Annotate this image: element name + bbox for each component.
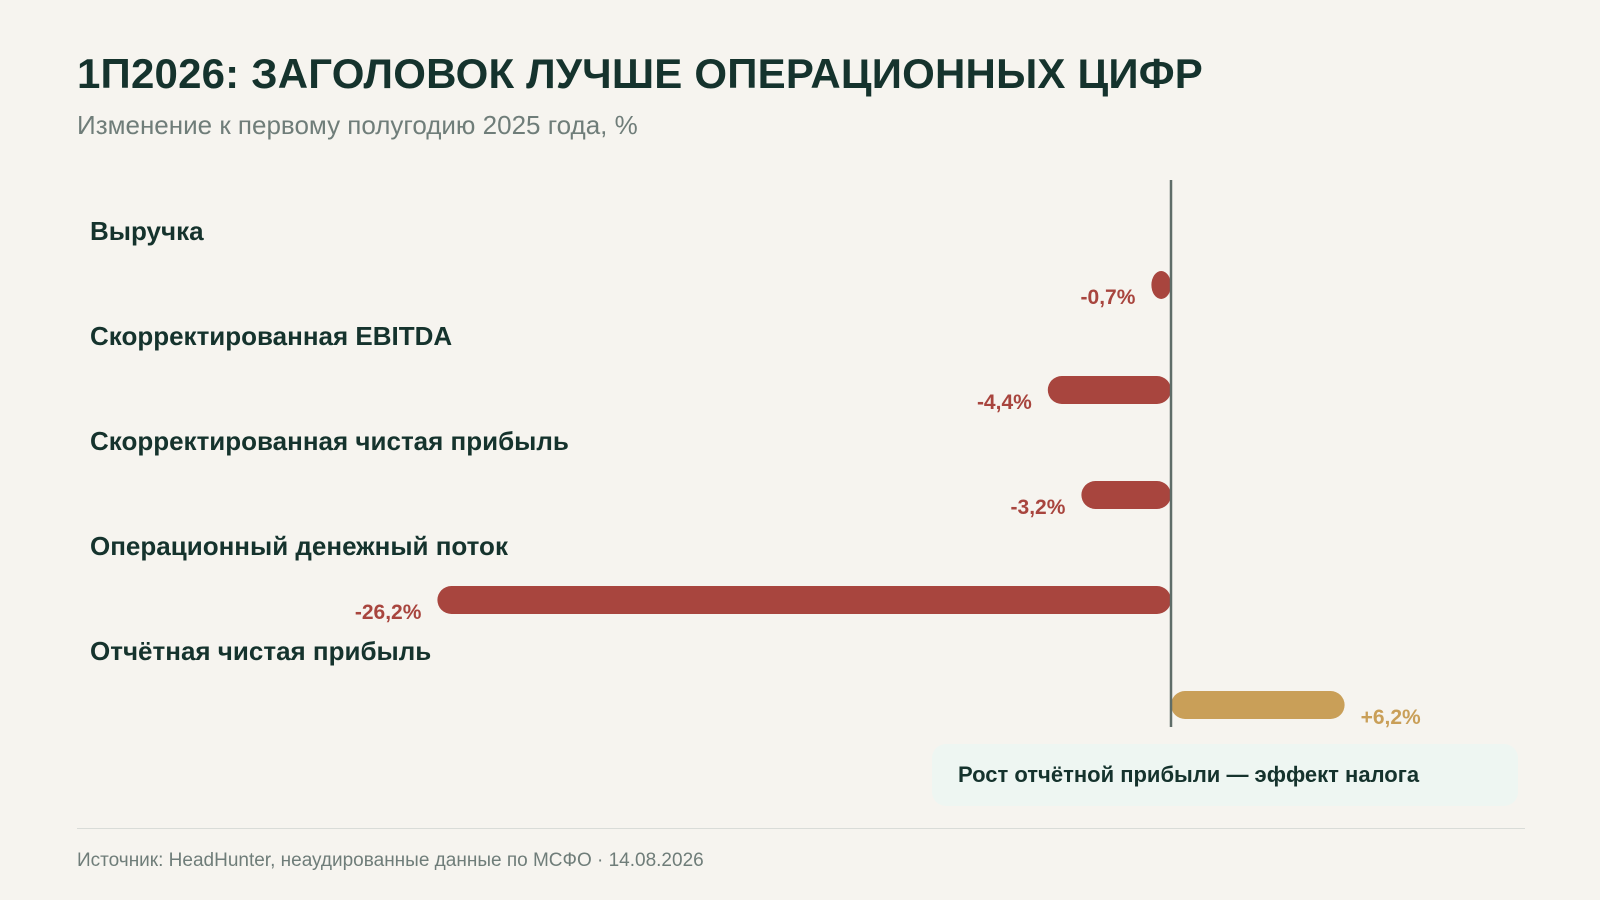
bar (1171, 691, 1345, 719)
source-note: Источник: HeadHunter, неаудированные дан… (77, 850, 704, 871)
page-title: 1П2026: ЗАГОЛОВОК ЛУЧШЕ ОПЕРАЦИОННЫХ ЦИФ… (77, 50, 1203, 97)
annotation-callout: Рост отчётной прибыли — эффект налога (932, 744, 1518, 806)
category-label: Операционный денежный поток (90, 531, 509, 561)
category-label: Скорректированная EBITDA (90, 321, 452, 351)
bar (1081, 481, 1171, 509)
page-subtitle: Изменение к первому полугодию 2025 года,… (77, 110, 638, 140)
category-label: Скорректированная чистая прибыль (90, 426, 569, 456)
data-label: -3,2% (1011, 496, 1066, 519)
bar (437, 586, 1171, 614)
data-label: -26,2% (355, 601, 422, 624)
footer-divider (77, 828, 1525, 829)
data-label: -0,7% (1081, 286, 1136, 309)
bar (1151, 271, 1171, 299)
data-label: -4,4% (977, 391, 1032, 414)
data-label: +6,2% (1361, 706, 1421, 729)
category-label: Отчётная чистая прибыль (90, 636, 431, 666)
category-label: Выручка (90, 216, 204, 246)
bar (1047, 376, 1171, 404)
bar-chart: Выручка -0,7% Скорректированная EBITDA -4,4… (90, 180, 1421, 729)
